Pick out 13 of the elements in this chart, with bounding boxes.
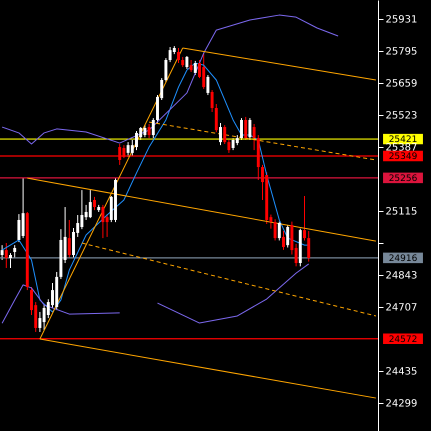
y-tick-label: 24843	[386, 270, 418, 282]
y-tick-label: 24299	[386, 398, 418, 410]
ref-line-label: 24572	[388, 334, 418, 345]
ref-line-label: 24916	[388, 254, 418, 264]
y-tick-label: 25659	[386, 78, 418, 90]
ref-line-label: 25256	[388, 174, 418, 184]
y-tick-label: 25523	[386, 110, 418, 122]
y-tick-label: 25795	[386, 46, 418, 58]
ref-line-label: 25349	[388, 152, 418, 162]
y-tick-label: 25931	[386, 14, 418, 26]
y-tick-label: 24435	[386, 366, 418, 378]
y-tick-label: 25115	[386, 206, 418, 218]
y-tick-label: 24707	[386, 302, 418, 314]
